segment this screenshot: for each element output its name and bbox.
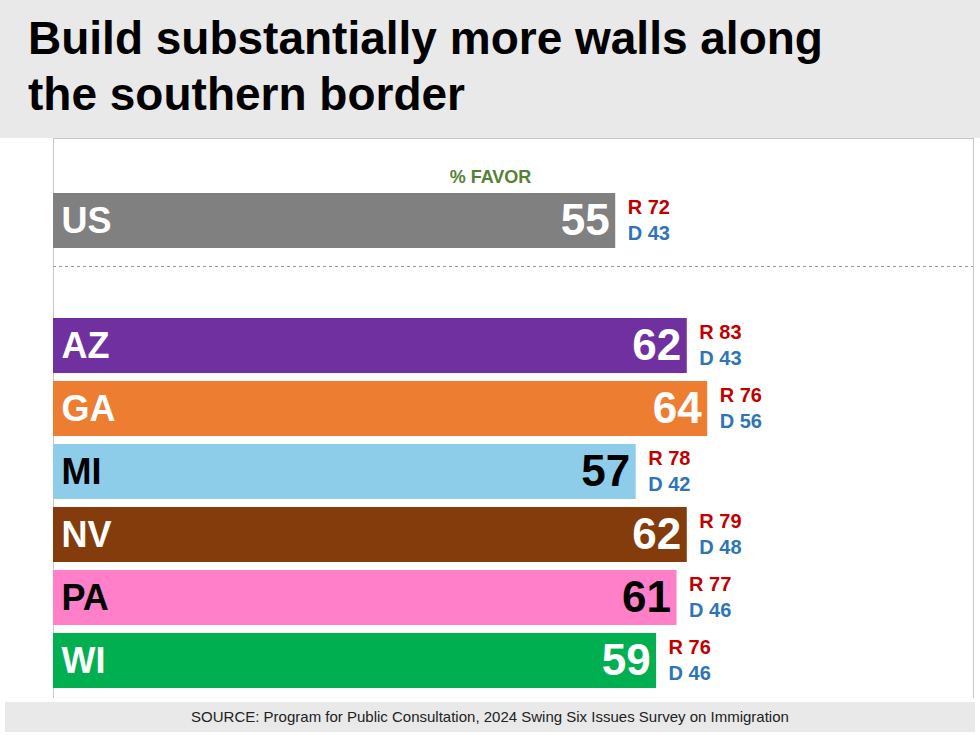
svg-text:55: 55	[561, 195, 610, 244]
svg-text:62: 62	[632, 320, 681, 369]
svg-text:D 42: D 42	[648, 473, 690, 495]
html-text:Build substantially more walls: Build substantially more walls along the…	[28, 12, 823, 120]
svg-text:D 43: D 43	[628, 222, 670, 244]
svg-text:MI: MI	[62, 451, 102, 492]
svg-text:R 76: R 76	[720, 384, 762, 406]
svg-text:WI: WI	[62, 640, 106, 681]
svg-text:R 83: R 83	[699, 321, 741, 343]
svg-text:US: US	[62, 200, 112, 241]
svg-text:D 43: D 43	[699, 347, 741, 369]
svg-text:64: 64	[653, 383, 702, 432]
svg-text:GA: GA	[62, 388, 116, 429]
svg-text:59: 59	[602, 635, 651, 684]
html-text:SOURCE: Program for Public Con: SOURCE: Program for Public Consultation,…	[191, 708, 789, 725]
svg-text:R 72: R 72	[628, 196, 670, 218]
svg-text:D 46: D 46	[669, 662, 711, 684]
svg-text:AZ: AZ	[62, 325, 110, 366]
svg-text:R 79: R 79	[699, 510, 741, 532]
svg-text:R 78: R 78	[648, 447, 690, 469]
svg-text:R 76: R 76	[669, 636, 711, 658]
svg-text:% FAVOR: % FAVOR	[450, 167, 532, 187]
svg-text:D 46: D 46	[689, 599, 731, 621]
svg-text:NV: NV	[62, 514, 112, 555]
svg-text:61: 61	[622, 572, 671, 621]
svg-text:D 56: D 56	[720, 410, 762, 432]
svg-text:D 48: D 48	[699, 536, 741, 558]
svg-text:R 77: R 77	[689, 573, 731, 595]
svg-text:62: 62	[632, 509, 681, 558]
svg-text:PA: PA	[62, 577, 109, 618]
svg-text:57: 57	[581, 446, 630, 495]
